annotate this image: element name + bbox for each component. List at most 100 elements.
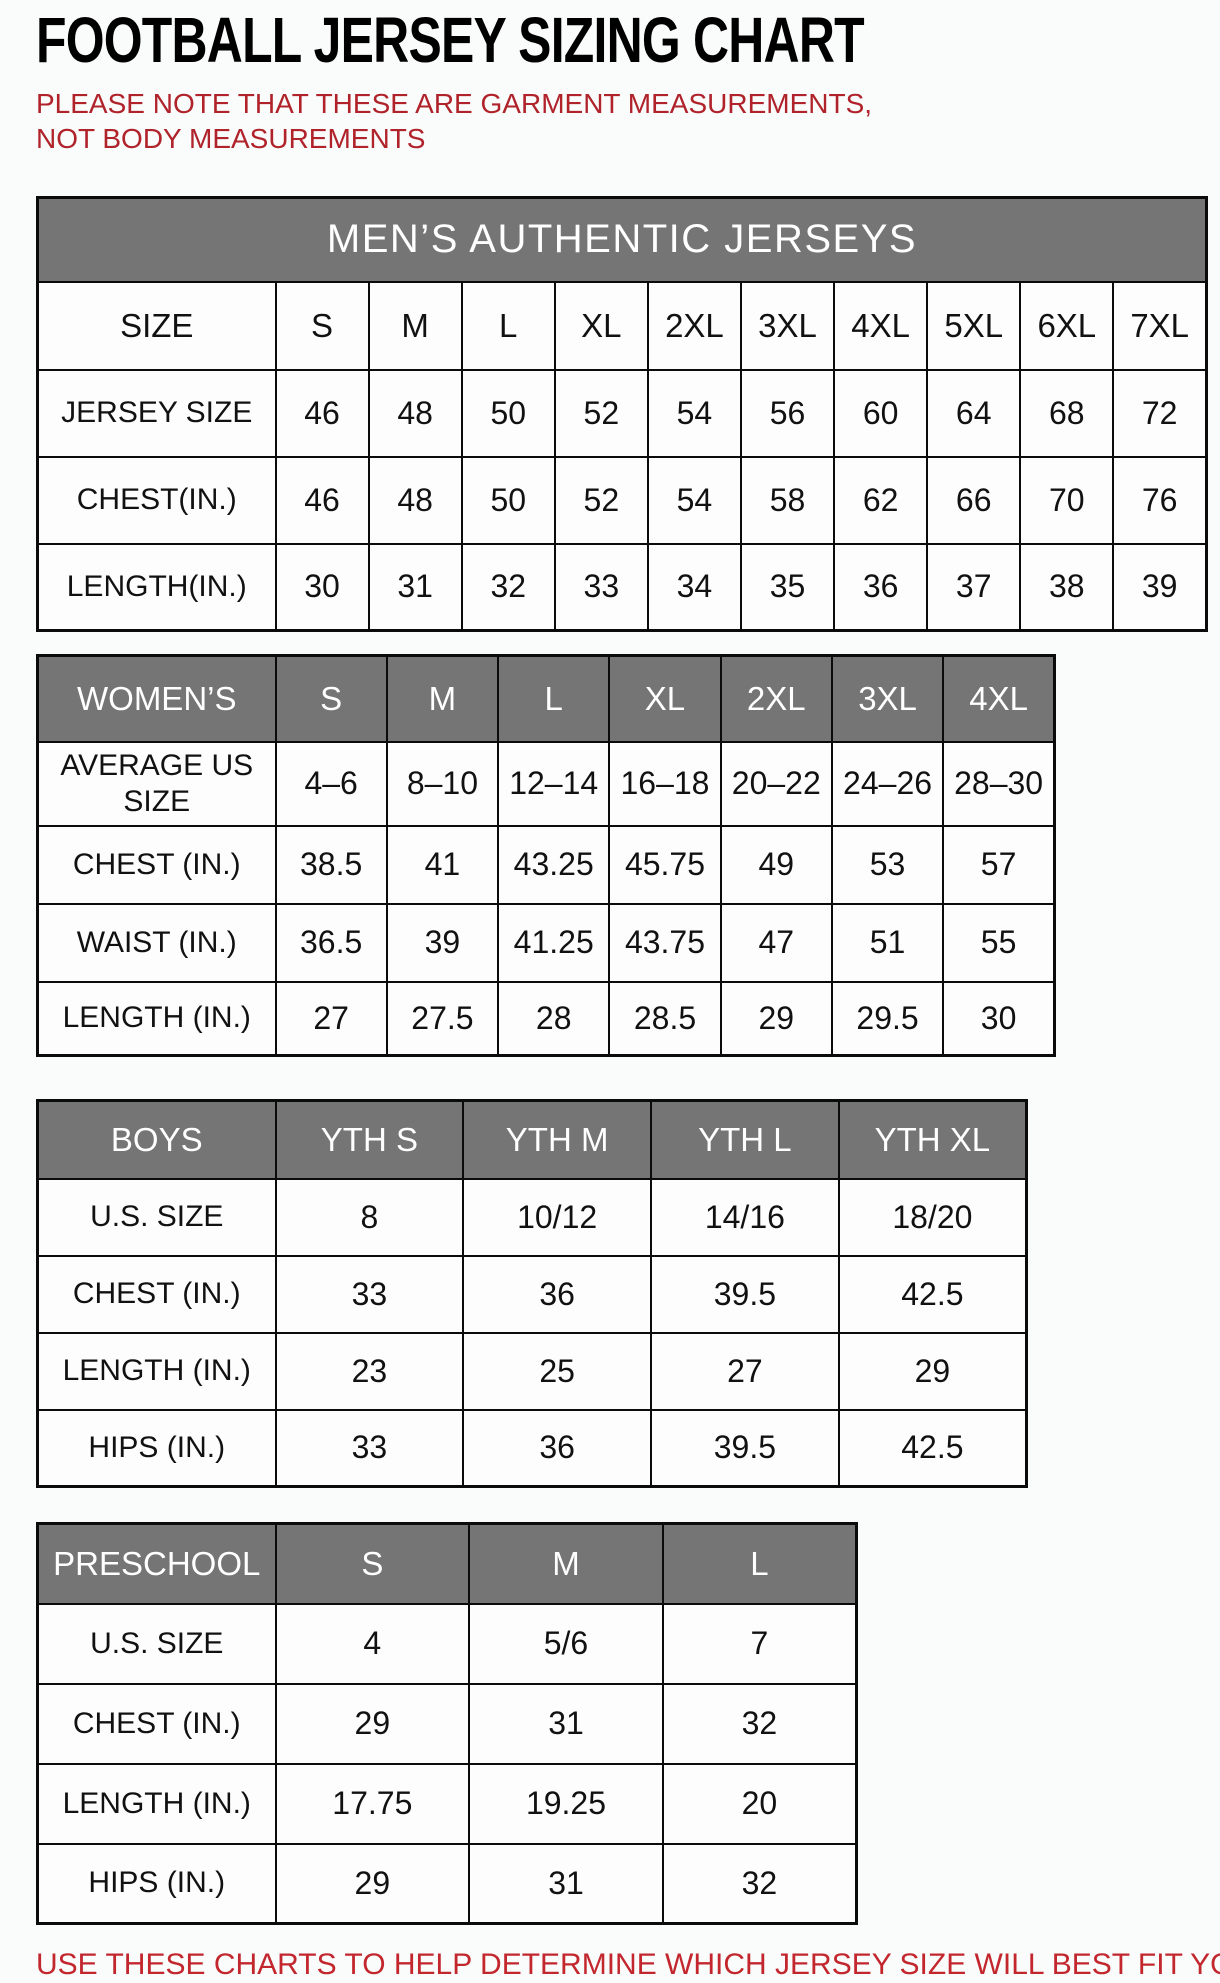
- row-label: LENGTH(IN.): [36, 542, 277, 632]
- column-header: XL: [608, 654, 722, 743]
- value-cell: 43.25: [497, 824, 611, 905]
- value-cell: 43.75: [608, 902, 722, 983]
- value-cell: 53: [830, 824, 945, 905]
- value-cell: 33: [274, 1254, 465, 1334]
- column-header: M: [367, 280, 463, 371]
- value-cell: 10/12: [462, 1177, 652, 1257]
- column-header: YTH M: [462, 1099, 652, 1180]
- column-header: YTH XL: [837, 1099, 1028, 1180]
- value-cell: 8: [274, 1177, 465, 1257]
- row-label: HIPS (IN.): [36, 1408, 277, 1488]
- column-header: M: [385, 654, 500, 743]
- footer-note: USE THESE CHARTS TO HELP DETERMINE WHICH…: [36, 1948, 1220, 1981]
- table-row: WAIST (IN.) 36.5 39 41.25 43.75 47 51 55: [36, 902, 1056, 983]
- table-row: JERSEY SIZE 46 48 50 52 54 56 60 64 68 72: [36, 368, 1208, 458]
- value-cell: 29: [274, 1682, 471, 1765]
- table-row: LENGTH (IN.) 23 25 27 29: [36, 1331, 1028, 1411]
- value-cell: 16–18: [608, 740, 722, 827]
- table-title-cell: BOYS: [36, 1099, 277, 1180]
- value-cell: 38.5: [274, 824, 388, 905]
- value-cell: 45.75: [608, 824, 722, 905]
- value-cell: 18/20: [837, 1177, 1028, 1257]
- value-cell: 62: [833, 455, 929, 545]
- value-cell: 60: [833, 368, 929, 458]
- mens-jerseys-table: MEN’S AUTHENTIC JERSEYS SIZE S M L XL 2XL 3XL 4X…: [36, 196, 1208, 632]
- value-cell: 50: [460, 455, 556, 545]
- value-cell: 57: [942, 824, 1056, 905]
- column-header: YTH S: [274, 1099, 465, 1180]
- row-label: LENGTH (IN.): [36, 980, 277, 1057]
- garment-measurements-note: PLEASE NOTE THAT THESE ARE GARMENT MEASU…: [36, 88, 873, 154]
- value-cell: 29.5: [830, 980, 945, 1057]
- column-header: S: [274, 280, 370, 371]
- value-cell: 29: [274, 1842, 471, 1925]
- value-cell: 31: [367, 542, 463, 632]
- value-cell: 14/16: [650, 1177, 840, 1257]
- page-title: FOOTBALL JERSEY SIZING CHART: [36, 8, 1220, 72]
- value-cell: 33: [553, 542, 649, 632]
- value-cell: 19.25: [468, 1762, 664, 1845]
- value-cell: 28.5: [608, 980, 722, 1057]
- preschool-jerseys-table: PRESCHOOL S M L U.S. SIZE 4 5/6 7 CHEST (IN.) 29 3…: [36, 1522, 858, 1925]
- table-title-cell: PRESCHOOL: [36, 1522, 277, 1605]
- row-label: U.S. SIZE: [36, 1602, 277, 1685]
- table-row: AVERAGE US SIZE 4–6 8–10 12–14 16–18 20–22 24–…: [36, 740, 1056, 827]
- value-cell: 27.5: [385, 980, 500, 1057]
- value-cell: 28–30: [942, 740, 1056, 827]
- boys-jerseys-table: BOYS YTH S YTH M YTH L YTH XL U.S. SIZE 8 10/12…: [36, 1099, 1028, 1488]
- value-cell: 36: [462, 1408, 652, 1488]
- row-label: CHEST (IN.): [36, 824, 277, 905]
- value-cell: 23: [274, 1331, 465, 1411]
- column-header: S: [274, 654, 388, 743]
- value-cell: 42.5: [837, 1254, 1028, 1334]
- value-cell: 76: [1112, 455, 1208, 545]
- value-cell: 17.75: [274, 1762, 471, 1845]
- column-header: 6XL: [1019, 280, 1115, 371]
- value-cell: 68: [1019, 368, 1115, 458]
- value-cell: 27: [274, 980, 388, 1057]
- value-cell: 5/6: [468, 1602, 664, 1685]
- table-row: U.S. SIZE 4 5/6 7: [36, 1602, 858, 1685]
- value-cell: 4–6: [274, 740, 388, 827]
- value-cell: 48: [367, 368, 463, 458]
- value-cell: 29: [837, 1331, 1028, 1411]
- value-cell: 27: [650, 1331, 840, 1411]
- table-row: HIPS (IN.) 29 31 32: [36, 1842, 858, 1925]
- column-header: 2XL: [646, 280, 742, 371]
- value-cell: 32: [661, 1682, 858, 1765]
- value-cell: 52: [553, 368, 649, 458]
- value-cell: 29: [719, 980, 833, 1057]
- value-cell: 8–10: [385, 740, 500, 827]
- column-header: 4XL: [833, 280, 929, 371]
- value-cell: 31: [468, 1842, 664, 1925]
- value-cell: 39: [385, 902, 500, 983]
- value-cell: 52: [553, 455, 649, 545]
- value-cell: 41.25: [497, 902, 611, 983]
- table-row: HIPS (IN.) 33 36 39.5 42.5: [36, 1408, 1028, 1488]
- column-header: 3XL: [830, 654, 945, 743]
- value-cell: 50: [460, 368, 556, 458]
- value-cell: 51: [830, 902, 945, 983]
- column-header: XL: [553, 280, 649, 371]
- value-cell: 20: [661, 1762, 858, 1845]
- value-cell: 4: [274, 1602, 471, 1685]
- value-cell: 47: [719, 902, 833, 983]
- value-cell: 54: [646, 368, 742, 458]
- value-cell: 36.5: [274, 902, 388, 983]
- value-cell: 24–26: [830, 740, 945, 827]
- value-cell: 66: [926, 455, 1022, 545]
- value-cell: 25: [462, 1331, 652, 1411]
- row-label: CHEST (IN.): [36, 1254, 277, 1334]
- column-header: 2XL: [719, 654, 833, 743]
- row-label: JERSEY SIZE: [36, 368, 277, 458]
- column-header: 3XL: [739, 280, 836, 371]
- column-header: M: [468, 1522, 664, 1605]
- table-row: U.S. SIZE 8 10/12 14/16 18/20: [36, 1177, 1028, 1257]
- value-cell: 12–14: [497, 740, 611, 827]
- value-cell: 64: [926, 368, 1022, 458]
- table-row: CHEST (IN.) 38.5 41 43.25 45.75 49 53 57: [36, 824, 1056, 905]
- value-cell: 42.5: [837, 1408, 1028, 1488]
- value-cell: 30: [942, 980, 1056, 1057]
- value-cell: 58: [739, 455, 836, 545]
